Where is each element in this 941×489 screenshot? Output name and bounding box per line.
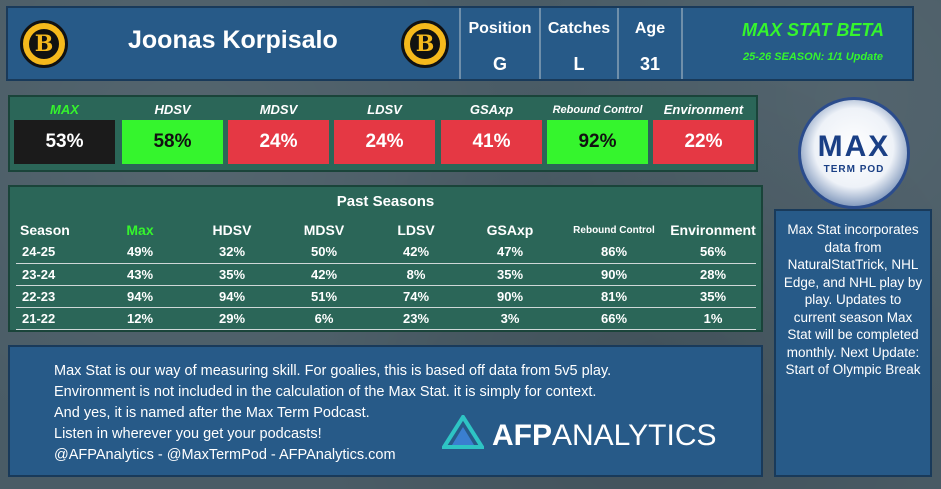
stat-name: MDSV xyxy=(259,102,298,117)
stat-cell: 35% xyxy=(462,263,558,286)
stat-cell: 42% xyxy=(370,241,462,264)
stat-cell: 90% xyxy=(558,263,670,286)
stat-cell: 35% xyxy=(186,263,278,286)
table-header-row: Season Max HDSV MDSV LDSV GSAxp Rebound Contro… xyxy=(16,219,756,241)
info-line: Listen in wherever you get your podcasts… xyxy=(54,426,322,442)
column-header: Season xyxy=(20,222,70,238)
stat-cell: 66% xyxy=(558,307,670,330)
afp-analytics-text: AFPANALYTICS xyxy=(492,419,717,452)
side-note-text: Max Stat incorporates data from NaturalS… xyxy=(783,222,923,377)
afp-analytics-logo: AFPANALYTICS xyxy=(440,413,722,455)
position-value: G xyxy=(492,54,507,74)
stat-cell: 29% xyxy=(186,307,278,330)
season-cell: 22-23 xyxy=(16,285,94,308)
player-name: Joonas Korpisalo xyxy=(128,26,338,54)
stat-name: MAX xyxy=(50,102,79,117)
stat-tile: Rebound Control 92% xyxy=(547,101,648,167)
stat-cell: 94% xyxy=(94,285,186,308)
info-line: And yes, it is named after the Max Term … xyxy=(54,405,370,421)
past-seasons-title: Past Seasons xyxy=(336,193,435,210)
table-row: 23-24 43% 35% 42% 8% 35% 90% 28% xyxy=(16,263,756,286)
stat-tile: LDSV 24% xyxy=(334,101,435,167)
season-cell: 23-24 xyxy=(16,263,94,286)
stat-cell: 35% xyxy=(670,285,756,308)
table-row: 21-22 12% 29% 6% 23% 3% 66% 1% xyxy=(16,307,756,330)
stat-name: Environment xyxy=(663,102,744,117)
catches-column: Catches L xyxy=(539,8,617,79)
stat-cell: 86% xyxy=(558,241,670,264)
stat-cell: 8% xyxy=(370,263,462,286)
info-line: Max Stat is our way of measuring skill. … xyxy=(54,363,612,379)
column-header: Max xyxy=(126,222,154,238)
stat-cell: 1% xyxy=(670,307,756,330)
column-header: Environment xyxy=(670,222,756,238)
stat-cell: 3% xyxy=(462,307,558,330)
stat-cell: 50% xyxy=(278,241,370,264)
age-value: 31 xyxy=(639,54,661,74)
season-cell: 24-25 xyxy=(16,241,94,264)
info-line: @AFPAnalytics - @MaxTermPod - AFPAnalyti… xyxy=(54,447,396,463)
position-column: Position G xyxy=(459,8,539,79)
stat-tiles: MAX 53% HDSV 58% MDSV 24% LDSV 24% GSAxp 41% Rebou… xyxy=(8,95,758,172)
stat-cell: 47% xyxy=(462,241,558,264)
column-header: GSAxp xyxy=(486,222,534,238)
column-header: Rebound Control xyxy=(573,224,655,236)
stat-value: 22% xyxy=(653,120,754,164)
stat-cell: 51% xyxy=(278,285,370,308)
stat-name: LDSV xyxy=(367,102,402,117)
bruins-logo-icon: B xyxy=(401,20,449,68)
stat-cell: 28% xyxy=(670,263,756,286)
stat-tile: Environment 22% xyxy=(653,101,754,167)
stat-value: 24% xyxy=(228,120,329,164)
player-header: B Joonas Korpisalo B Position G Catches … xyxy=(6,6,914,81)
catches-label: Catches xyxy=(547,20,611,37)
stat-name: Rebound Control xyxy=(552,104,643,116)
stat-name: GSAxp xyxy=(469,102,514,117)
season-cell: 21-22 xyxy=(16,307,94,330)
catches-value: L xyxy=(573,54,585,74)
stat-cell: 32% xyxy=(186,241,278,264)
stat-cell: 43% xyxy=(94,263,186,286)
age-label: Age xyxy=(634,20,666,37)
past-seasons-table: Season Max HDSV MDSV LDSV GSAxp Rebound Contro… xyxy=(16,219,756,330)
max-term-pod-logo: MAX TERM POD xyxy=(798,97,910,209)
info-panel: Max Stat is our way of measuring skill. … xyxy=(8,345,763,477)
stat-cell: 12% xyxy=(94,307,186,330)
stat-cell: 74% xyxy=(370,285,462,308)
beta-title: MAX STAT BETA xyxy=(742,20,884,40)
stat-value: 53% xyxy=(14,120,115,164)
stat-value: 41% xyxy=(441,120,542,164)
stat-value: 58% xyxy=(122,120,223,164)
stat-value: 24% xyxy=(334,120,435,164)
bruins-logo-icon: B xyxy=(20,20,68,68)
stat-tile: MDSV 24% xyxy=(228,101,329,167)
table-row: 24-25 49% 32% 50% 42% 47% 86% 56% xyxy=(16,241,756,264)
stat-tile: HDSV 58% xyxy=(122,101,223,167)
stat-cell: 81% xyxy=(558,285,670,308)
stat-cell: 42% xyxy=(278,263,370,286)
age-column: Age 31 xyxy=(617,8,683,79)
stat-value: 92% xyxy=(547,120,648,164)
stat-cell: 6% xyxy=(278,307,370,330)
stat-cell: 90% xyxy=(462,285,558,308)
stat-cell: 49% xyxy=(94,241,186,264)
column-header: HDSV xyxy=(212,222,252,238)
position-label: Position xyxy=(468,20,532,37)
stat-cell: 23% xyxy=(370,307,462,330)
info-line: Environment is not included in the calcu… xyxy=(54,384,597,400)
beta-subtitle: 25-26 SEASON: 1/1 Update xyxy=(743,51,883,63)
side-note-panel: Max Stat incorporates data from NaturalS… xyxy=(774,209,932,477)
stat-tile: MAX 53% xyxy=(14,101,115,167)
afp-triangle-icon xyxy=(440,413,486,449)
stat-cell: 56% xyxy=(670,241,756,264)
stat-name: HDSV xyxy=(154,102,191,117)
column-header: LDSV xyxy=(397,222,435,238)
stat-tile: GSAxp 41% xyxy=(441,101,542,167)
past-seasons-panel: Past Seasons Season Max HDSV MDSV LDSV GSAxp R… xyxy=(8,185,763,332)
column-header: MDSV xyxy=(303,222,345,238)
table-row: 22-23 94% 94% 51% 74% 90% 81% 35% xyxy=(16,285,756,308)
stat-cell: 94% xyxy=(186,285,278,308)
